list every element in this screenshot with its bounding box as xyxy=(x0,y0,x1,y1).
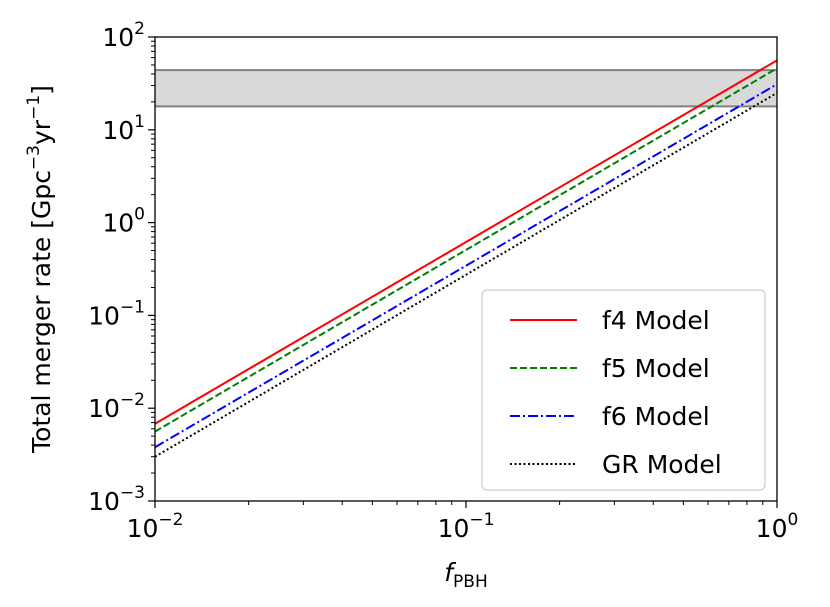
x-axis-ticks: 10−2 10−1 100 xyxy=(127,501,799,543)
y-tick-label-2: 10−2 xyxy=(88,390,145,423)
y-axis-ticks: 10−3 10−2 10−1 100 101 102 xyxy=(88,19,155,516)
y-axis-label-part3: ] xyxy=(27,85,56,95)
y-axis-label-part1: Total merger rate [Gpc xyxy=(27,170,56,454)
legend-box xyxy=(481,289,766,491)
legend-entries: f4 Model f5 Model f6 Model GR Model xyxy=(510,306,722,479)
x-tick-label-1: 10−2 xyxy=(127,510,184,543)
band-fill xyxy=(155,70,777,107)
y-axis-label-exp1: −3 xyxy=(24,145,44,170)
y-tick-label-4: 100 xyxy=(102,205,145,238)
legend: f4 Model f5 Model f6 Model GR Model xyxy=(481,289,766,491)
series-line-2 xyxy=(154,67,778,433)
x-tick-label-3: 100 xyxy=(756,510,799,543)
y-axis-label-exp2: −1 xyxy=(24,95,44,120)
x-axis-label-subscript: PBH xyxy=(453,572,488,592)
series-line-3 xyxy=(154,83,778,449)
series-line-4 xyxy=(154,92,778,458)
y-tick-label-3: 10−1 xyxy=(88,297,145,330)
legend-label-1: f4 Model xyxy=(602,306,710,335)
legend-label-3: f6 Model xyxy=(602,402,710,431)
y-tick-label-5: 101 xyxy=(102,112,145,145)
series-line-1 xyxy=(154,59,778,425)
y-tick-label-1: 10−3 xyxy=(88,483,145,516)
legend-label-2: f5 Model xyxy=(602,354,710,383)
observed-rate-band xyxy=(155,69,777,108)
x-tick-label-2: 10−1 xyxy=(438,510,495,543)
y-axis-label: Total merger rate [Gpc−3yr−1] xyxy=(24,85,56,454)
series-lines xyxy=(154,59,778,458)
y-axis-label-part2: yr xyxy=(27,119,56,145)
y-tick-label-6: 102 xyxy=(102,19,145,52)
x-axis-label: fPBH xyxy=(444,558,488,592)
legend-label-4: GR Model xyxy=(602,450,722,479)
